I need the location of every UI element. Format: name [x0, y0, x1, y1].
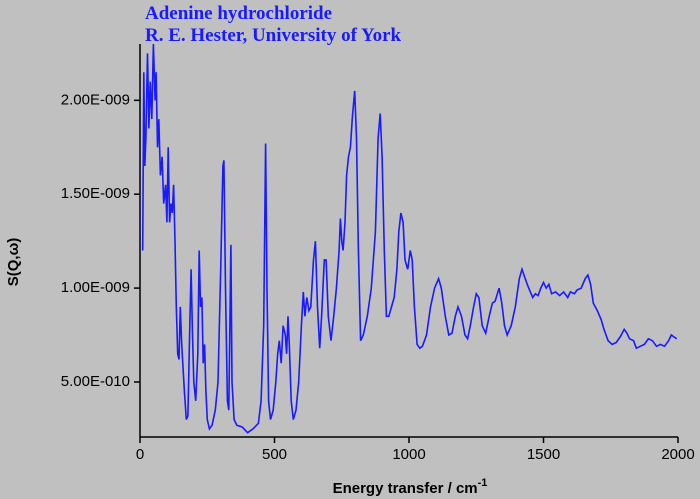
y-tick-label: 1.00E-009 — [61, 279, 130, 296]
x-axis-label-sup: -1 — [478, 477, 488, 489]
chart-title: Adenine hydrochloride — [145, 3, 332, 24]
x-tick-label: 1500 — [527, 446, 560, 463]
y-tick-label: 1.50E-009 — [61, 185, 130, 202]
x-tick-label: 2000 — [661, 446, 694, 463]
y-axis-label: S(Q,ω) — [5, 238, 22, 287]
x-tick-label: 0 — [136, 446, 144, 463]
y-tick-label: 2.00E-009 — [61, 91, 130, 108]
data-line — [141, 43, 678, 434]
x-tick-label: 1000 — [392, 446, 425, 463]
chart-subtitle: R. E. Hester, University of York — [145, 25, 402, 46]
x-tick-label: 500 — [262, 446, 287, 463]
y-tick-label: 5.00E-010 — [61, 373, 130, 390]
x-axis-label: Energy transfer / cm-1 — [333, 477, 488, 497]
x-axis-label-text: Energy transfer / cm — [333, 480, 478, 497]
